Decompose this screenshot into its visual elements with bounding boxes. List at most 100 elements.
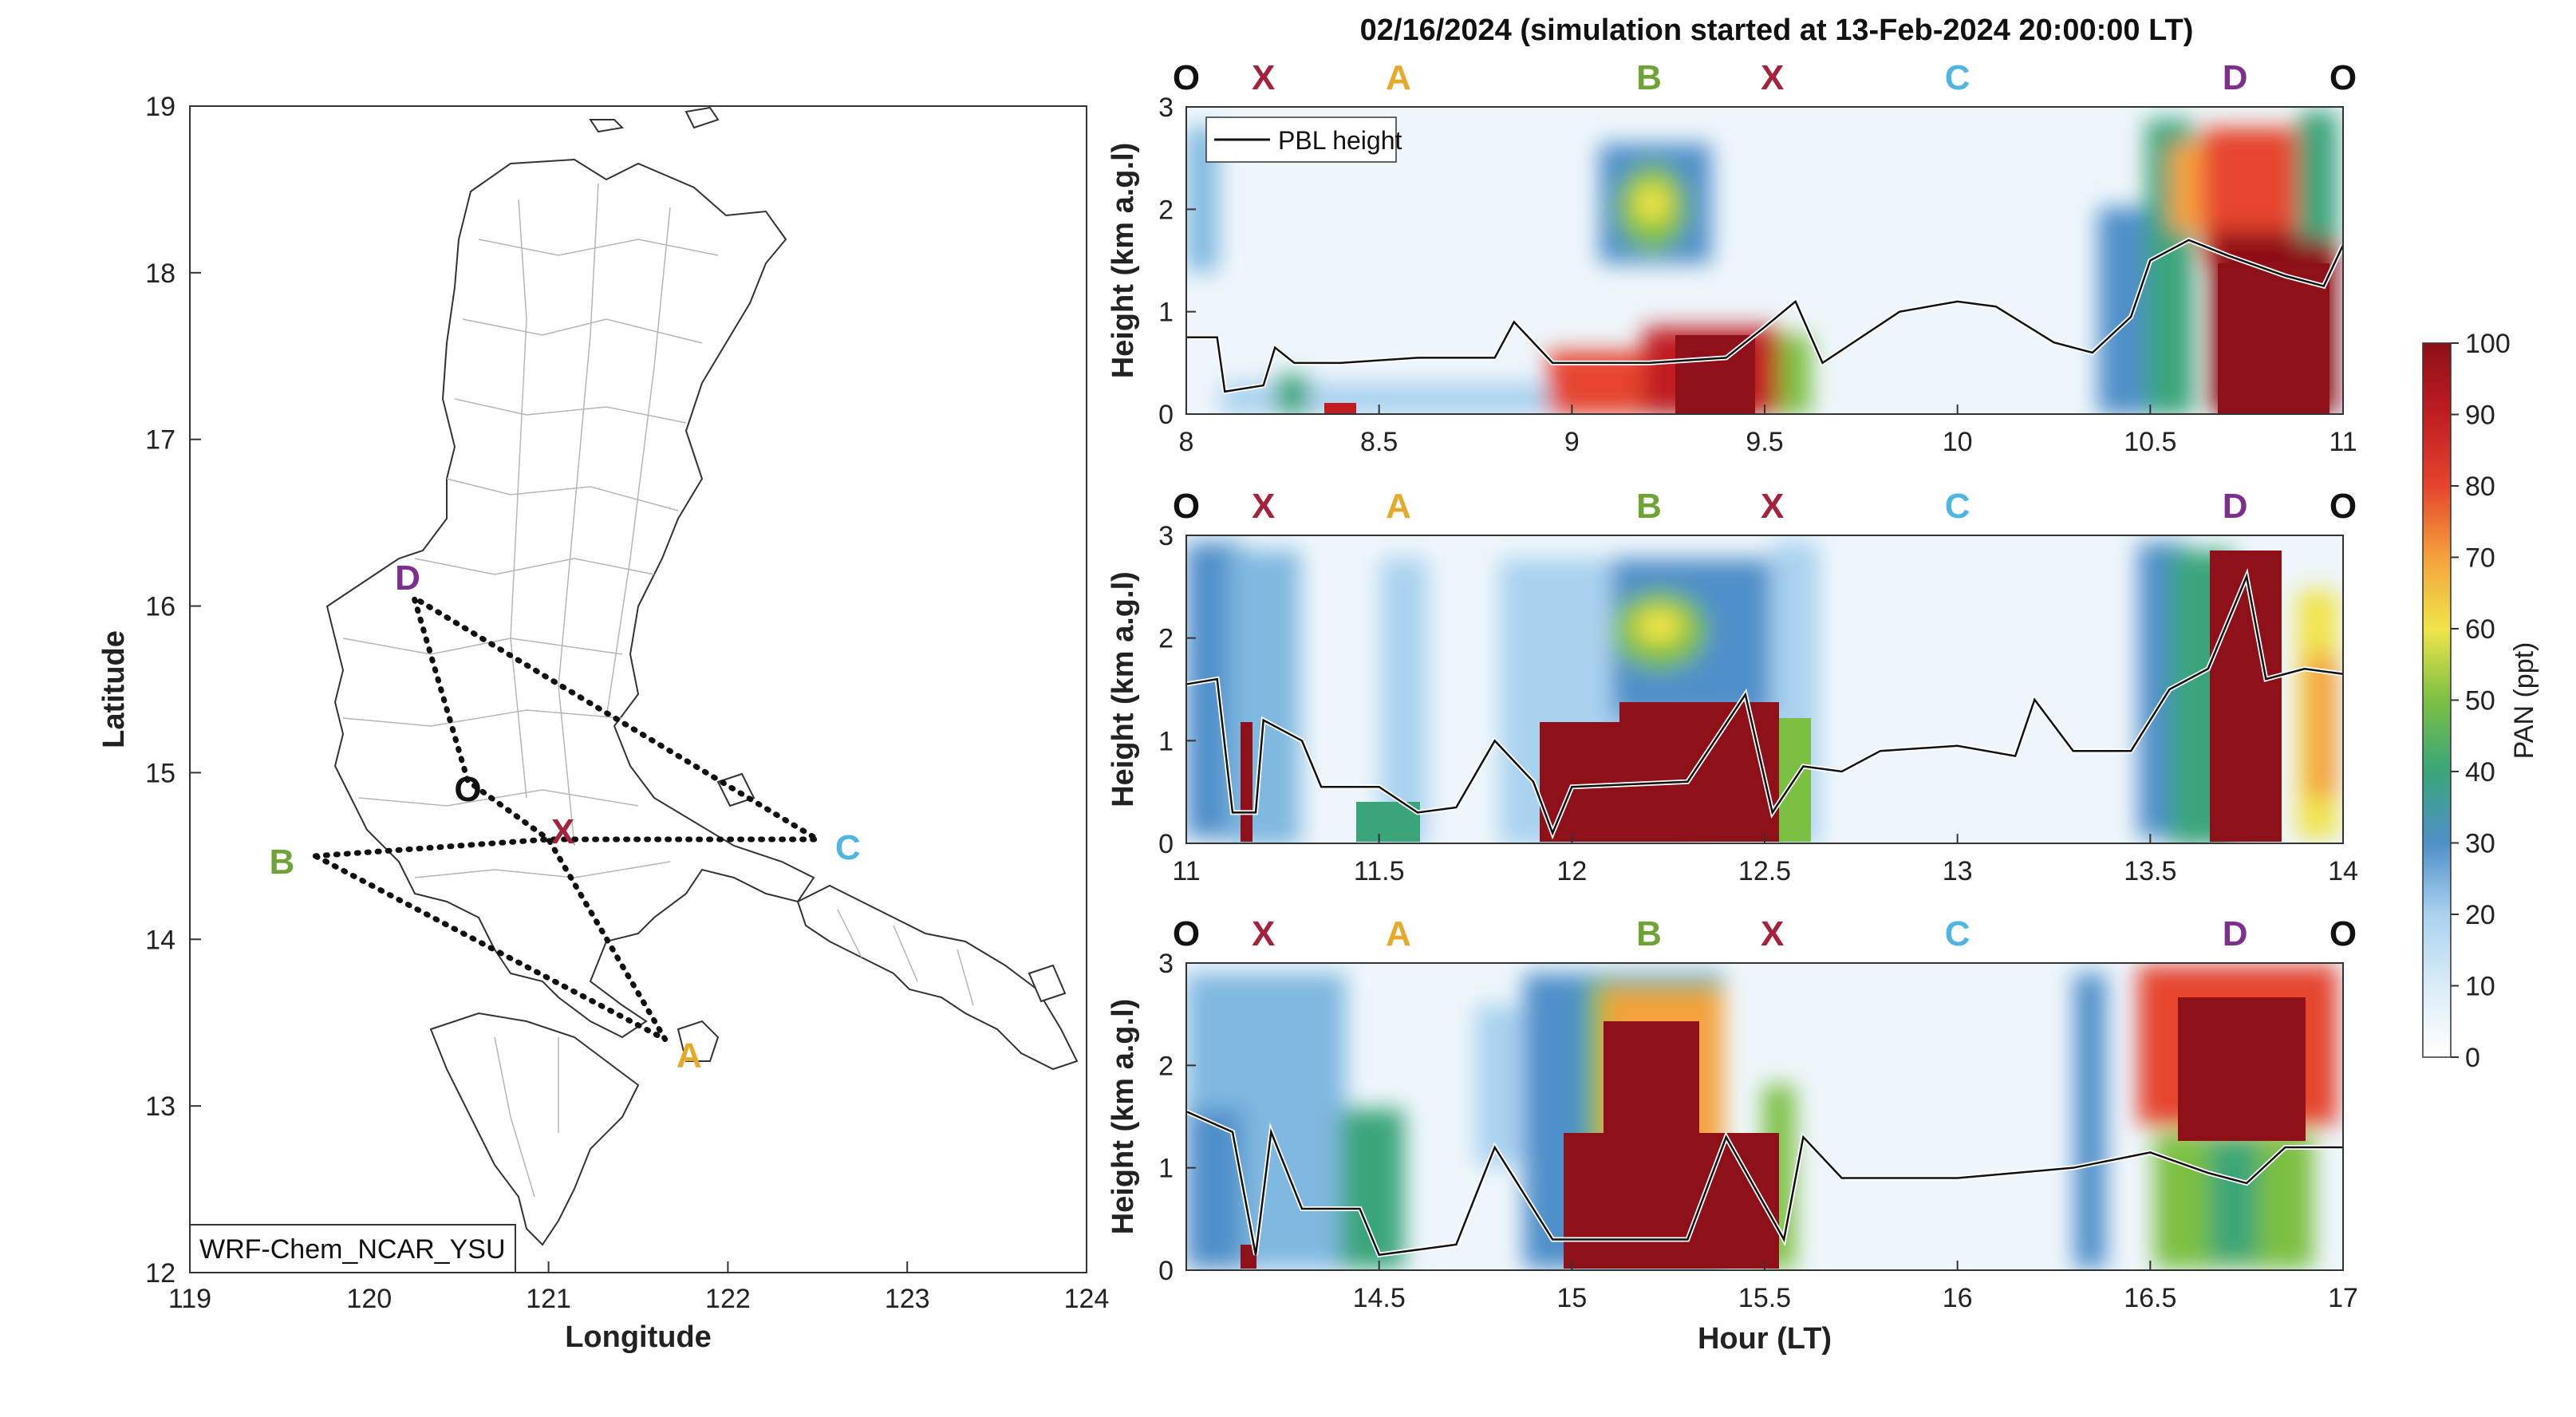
heatmap-panel-3: 14.5 15 15.5 16 16.5 17 0 1 2 3 Height (km a.g.l) H… bbox=[1107, 914, 2358, 1356]
site-letter-A: A bbox=[1386, 914, 1411, 953]
map-ytick-label: 18 bbox=[145, 259, 176, 289]
colorbar-ticks: 0 10 20 30 40 50 60 70 80 90 100 bbox=[2451, 329, 2511, 1073]
map-xtick-label: 122 bbox=[705, 1284, 751, 1314]
site-letter-X: X bbox=[1252, 914, 1275, 953]
x-tick-label: 10.5 bbox=[2124, 427, 2176, 457]
map-dynamic: 119 120 121 122 123 124 12 13 14 15 16 17 18 19 D O X B C A bbox=[145, 92, 1109, 1314]
colorbar-tick-label: 80 bbox=[2465, 472, 2495, 502]
x-tick-label: 10 bbox=[1943, 427, 1973, 457]
colorbar-tick-label: 90 bbox=[2465, 401, 2495, 431]
map-ytick-label: 19 bbox=[145, 92, 176, 122]
y-tick-label: 0 bbox=[1158, 400, 1174, 430]
pbl-height-line bbox=[1186, 239, 2345, 393]
site-letter-O: O bbox=[1173, 487, 1200, 526]
site-letter-B: B bbox=[1636, 487, 1662, 526]
colorbar-tick-label: 30 bbox=[2465, 829, 2495, 859]
y-tick-label: 1 bbox=[1158, 298, 1174, 328]
heatmap-ylabel: Height (km a.g.l) bbox=[1107, 571, 1140, 807]
map-xtick-label: 123 bbox=[885, 1284, 930, 1314]
map-site-C: C bbox=[835, 828, 861, 867]
y-tick-label: 2 bbox=[1158, 624, 1174, 654]
legend-label: PBL height bbox=[1278, 126, 1402, 155]
colorbar-tick-label: 40 bbox=[2465, 757, 2495, 787]
site-letter-C: C bbox=[1945, 914, 1970, 953]
heatmap-ylabel: Height (km a.g.l) bbox=[1107, 999, 1140, 1235]
y-tick-label: 2 bbox=[1158, 1051, 1174, 1081]
map-panel: 119 120 121 122 123 124 12 13 14 15 16 17 18 19 D O X B C A… bbox=[97, 92, 1109, 1354]
site-letter-O: O bbox=[1173, 914, 1200, 953]
colorbar: 0 10 20 30 40 50 60 70 80 90 100 PAN (ppt) bbox=[2422, 329, 2539, 1073]
x-tick-label: 16.5 bbox=[2124, 1283, 2176, 1313]
site-letter-X: X bbox=[1252, 487, 1275, 526]
site-letter-O: O bbox=[2329, 58, 2357, 97]
colorbar-tick-label: 60 bbox=[2465, 614, 2495, 645]
map-site-O: O bbox=[454, 770, 481, 809]
bicol-landmass bbox=[796, 884, 1079, 1071]
site-letter-C: C bbox=[1945, 58, 1970, 97]
heatmap-2-field bbox=[1186, 535, 2343, 843]
site-letter-X: X bbox=[1252, 58, 1275, 97]
colorbar-tick-label: 20 bbox=[2465, 900, 2495, 930]
site-letter-O: O bbox=[2329, 487, 2357, 526]
map-site-X: X bbox=[551, 812, 574, 851]
x-tick-label: 15.5 bbox=[1738, 1283, 1791, 1313]
model-label-box bbox=[189, 1224, 516, 1273]
map-xtick-label: 124 bbox=[1064, 1284, 1110, 1314]
site-letter-O: O bbox=[1173, 58, 1200, 97]
figure-title: 02/16/2024 (simulation started at 13-Feb… bbox=[1360, 14, 2194, 47]
y-tick-label: 3 bbox=[1158, 949, 1174, 979]
colorbar-gradient bbox=[2422, 342, 2452, 1058]
pbl-height-line bbox=[1185, 573, 2344, 836]
site-letter-A: A bbox=[1386, 58, 1411, 97]
x-tick-label: 8 bbox=[1179, 427, 1194, 457]
heatmap-ylabel: Height (km a.g.l) bbox=[1107, 143, 1140, 379]
y-tick-label: 2 bbox=[1158, 195, 1174, 225]
site-letter-D: D bbox=[2223, 487, 2248, 526]
site-letter-A: A bbox=[1386, 487, 1411, 526]
luzon-landmass bbox=[325, 158, 815, 1039]
heatmap-xlabel: Hour (LT) bbox=[1698, 1322, 1832, 1356]
heatmap-3-axes: 14.5 15 15.5 16 16.5 17 0 1 2 3 Height (km a.g.l) H… bbox=[1107, 914, 2358, 1356]
map-site-A: A bbox=[677, 1036, 702, 1076]
x-tick-label: 16 bbox=[1943, 1283, 1973, 1313]
map-ytick-label: 12 bbox=[145, 1258, 176, 1289]
map-ytick-label: 17 bbox=[145, 425, 176, 456]
site-letter-X: X bbox=[1761, 58, 1784, 97]
map-ylabel: Latitude bbox=[97, 630, 131, 748]
site-letter-X: X bbox=[1761, 487, 1784, 526]
site-letter-X: X bbox=[1761, 914, 1784, 953]
map-xtick-label: 119 bbox=[168, 1284, 211, 1314]
x-tick-label: 11 bbox=[1172, 856, 1200, 886]
heatmap-1-field bbox=[1186, 107, 2343, 414]
colorbar-tick-label: 10 bbox=[2465, 972, 2495, 1002]
heatmap-1-axes: 8 8.5 9 9.5 10 10.5 11 0 1 2 3 Height (km a.g.l) O X A… bbox=[1107, 58, 2357, 457]
province-boundaries bbox=[342, 183, 974, 1198]
heatmap-3-field bbox=[1186, 963, 2343, 1270]
model-label: WRF-Chem_NCAR_YSU bbox=[199, 1234, 506, 1265]
x-tick-label: 13 bbox=[1943, 856, 1973, 886]
y-tick-label: 0 bbox=[1158, 829, 1174, 859]
site-letter-B: B bbox=[1636, 914, 1662, 953]
catanduanes-island bbox=[1028, 964, 1067, 1003]
polillo-islands bbox=[716, 772, 755, 807]
y-tick-label: 1 bbox=[1158, 1154, 1174, 1184]
babuyan-islands bbox=[589, 106, 720, 133]
map-ytick-label: 15 bbox=[145, 758, 176, 788]
colorbar-tick-label: 70 bbox=[2465, 543, 2495, 574]
x-tick-label: 15 bbox=[1556, 1283, 1587, 1313]
x-tick-label: 13.5 bbox=[2124, 856, 2176, 886]
x-tick-label: 9 bbox=[1564, 427, 1580, 457]
flight-track bbox=[312, 591, 828, 1047]
colorbar-tick-label: 100 bbox=[2465, 329, 2511, 359]
y-tick-label: 3 bbox=[1158, 93, 1174, 123]
map-xtick-label: 121 bbox=[526, 1284, 571, 1314]
x-tick-label: 14.5 bbox=[1353, 1283, 1406, 1313]
site-letter-O: O bbox=[2329, 914, 2357, 953]
map-xlabel: Longitude bbox=[565, 1320, 712, 1354]
pbl-height-line bbox=[1185, 1110, 2343, 1257]
colorbar-tick-label: 0 bbox=[2465, 1043, 2480, 1073]
